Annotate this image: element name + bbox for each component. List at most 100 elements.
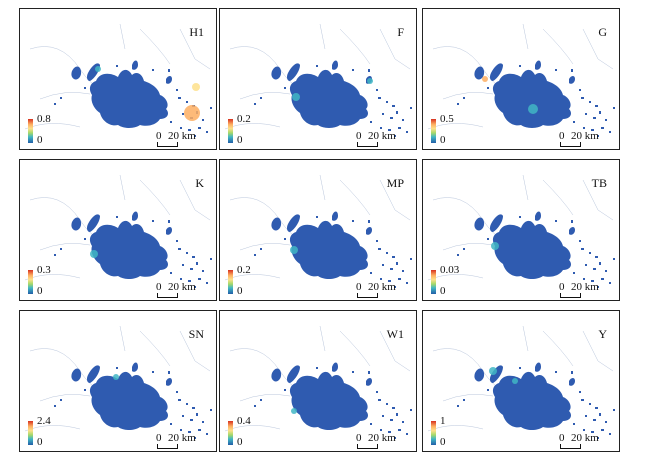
scale-bar: 0 20 km bbox=[354, 281, 414, 300]
legend-max-value: 0.3 bbox=[37, 264, 51, 276]
pond bbox=[378, 97, 381, 99]
pond bbox=[284, 238, 286, 240]
pond bbox=[599, 262, 601, 265]
pond bbox=[579, 89, 581, 91]
colorbar bbox=[28, 270, 33, 294]
scale-bar-line bbox=[157, 293, 178, 298]
pond bbox=[260, 399, 262, 401]
pond bbox=[613, 409, 615, 411]
map-panel-mp: MP 0.2 0 0 20 km bbox=[219, 159, 417, 301]
pond bbox=[402, 421, 404, 423]
color-legend: 0.8 0 bbox=[28, 113, 64, 147]
map-panel-k: K 0.3 0 0 20 km bbox=[19, 159, 217, 301]
pond bbox=[597, 135, 599, 137]
pond bbox=[410, 409, 412, 411]
pond bbox=[284, 389, 286, 391]
pond bbox=[180, 127, 182, 129]
pond bbox=[206, 131, 208, 133]
pond bbox=[54, 405, 56, 407]
scale-zero-label: 0 bbox=[559, 130, 565, 142]
concentration-hotspot bbox=[512, 378, 518, 384]
pond bbox=[260, 97, 262, 99]
pond bbox=[362, 256, 364, 258]
small-lake bbox=[132, 60, 138, 70]
pond bbox=[352, 220, 354, 222]
scale-zero-label: 0 bbox=[156, 130, 162, 142]
scale-bar: 0 20 km bbox=[557, 432, 617, 451]
pond bbox=[519, 65, 521, 67]
pond bbox=[178, 399, 181, 401]
pond bbox=[457, 103, 459, 105]
scale-bar: 0 20 km bbox=[354, 432, 414, 451]
pond bbox=[583, 278, 585, 280]
panel-label: F bbox=[397, 25, 404, 39]
pond bbox=[254, 254, 256, 256]
pond bbox=[152, 371, 154, 373]
small-lake bbox=[71, 217, 82, 231]
pond bbox=[260, 248, 262, 250]
small-lake bbox=[286, 214, 300, 232]
pond bbox=[579, 240, 581, 242]
pond bbox=[370, 423, 372, 425]
pond bbox=[206, 282, 208, 284]
scale-distance-label: 20 km bbox=[571, 130, 599, 142]
lake-map bbox=[427, 23, 615, 137]
pond bbox=[182, 113, 184, 115]
scale-distance-label: 20 km bbox=[168, 432, 196, 444]
concentration-hotspot bbox=[95, 66, 101, 72]
pond bbox=[176, 89, 178, 91]
pond bbox=[210, 107, 212, 109]
pond bbox=[519, 367, 521, 369]
pond bbox=[254, 405, 256, 407]
small-lake bbox=[489, 365, 503, 383]
colorbar bbox=[431, 270, 436, 294]
pond bbox=[402, 119, 404, 121]
pond bbox=[463, 399, 465, 401]
pond bbox=[388, 431, 391, 433]
small-lake bbox=[166, 378, 172, 386]
panel-label: TB bbox=[591, 176, 607, 190]
pond bbox=[170, 272, 172, 274]
pond bbox=[396, 413, 398, 416]
pond bbox=[463, 97, 465, 99]
pond bbox=[168, 371, 170, 374]
pond bbox=[186, 252, 188, 254]
pond bbox=[368, 371, 370, 374]
pond bbox=[573, 121, 575, 123]
pond bbox=[579, 391, 581, 393]
pond bbox=[284, 87, 286, 89]
pond bbox=[386, 252, 388, 254]
pond bbox=[386, 101, 388, 103]
small-lake bbox=[86, 365, 100, 383]
pond bbox=[601, 127, 604, 129]
legend-min-value: 0 bbox=[440, 436, 446, 448]
small-lake bbox=[535, 211, 541, 221]
pond bbox=[368, 220, 370, 223]
scale-distance-label: 20 km bbox=[168, 281, 196, 293]
legend-min-value: 0 bbox=[440, 134, 446, 146]
pond bbox=[192, 407, 195, 409]
pond bbox=[382, 113, 384, 115]
small-lake bbox=[569, 378, 575, 386]
pond bbox=[463, 248, 465, 250]
pond bbox=[176, 240, 178, 242]
pond bbox=[609, 131, 611, 133]
pond bbox=[352, 69, 354, 71]
small-lake bbox=[166, 76, 172, 84]
pond bbox=[190, 268, 193, 270]
colorbar bbox=[28, 421, 33, 445]
pond bbox=[182, 264, 184, 266]
panel-label: G bbox=[598, 25, 607, 39]
pond bbox=[613, 258, 615, 260]
legend-max-value: 2.4 bbox=[37, 415, 51, 427]
concentration-hotspot bbox=[290, 246, 298, 254]
pond bbox=[162, 407, 164, 409]
pond bbox=[380, 278, 382, 280]
pond bbox=[392, 105, 395, 107]
pond bbox=[402, 270, 404, 272]
pond bbox=[555, 69, 557, 71]
pond bbox=[565, 256, 567, 258]
small-lake bbox=[332, 362, 338, 372]
lake-map bbox=[24, 325, 212, 439]
legend-min-value: 0 bbox=[237, 285, 243, 297]
